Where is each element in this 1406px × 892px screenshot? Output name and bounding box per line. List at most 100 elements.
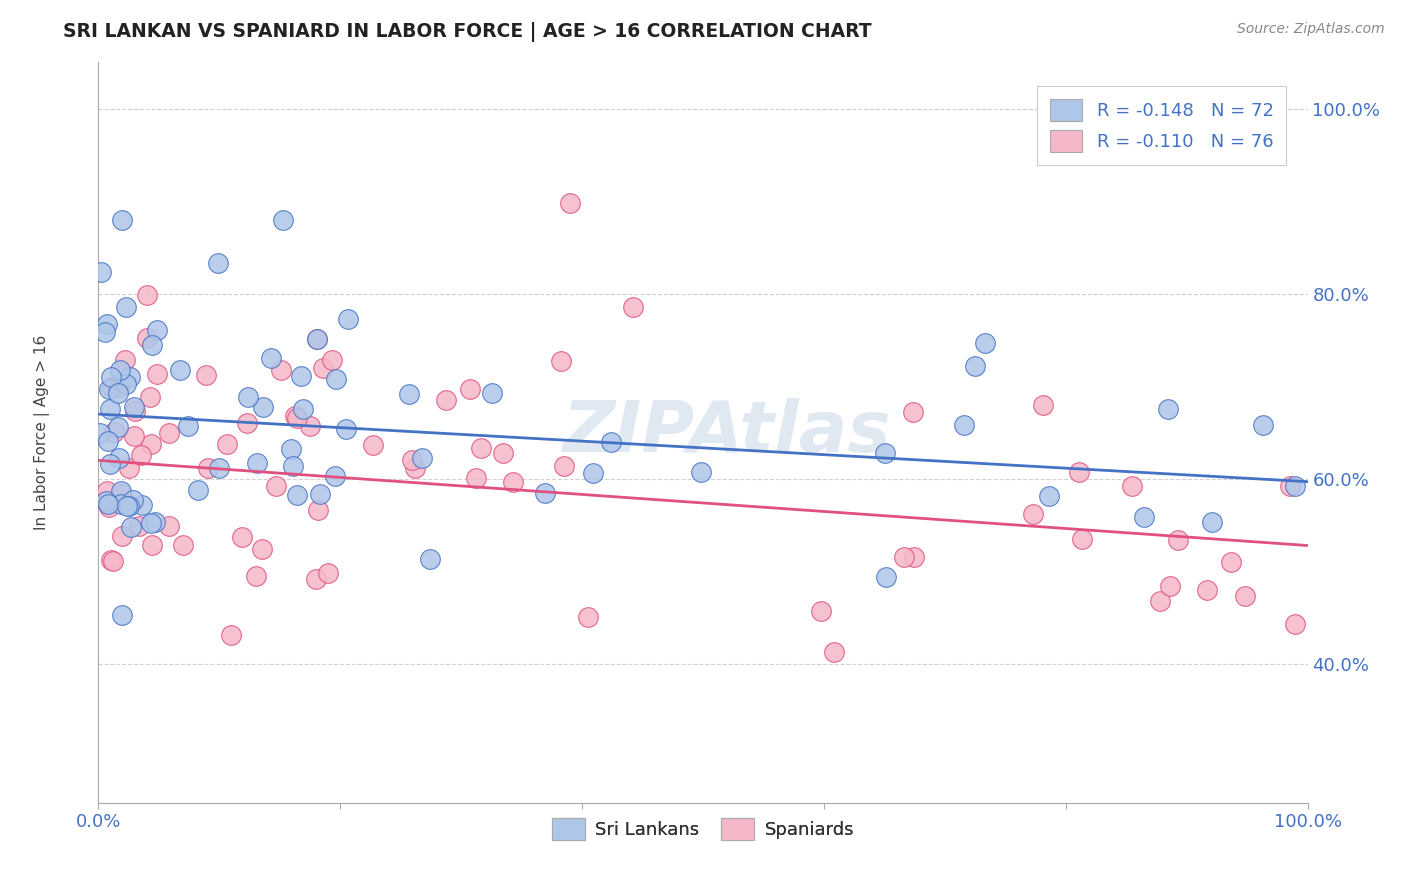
Point	[401, 452, 423, 467]
Point	[110, 484, 132, 499]
Point	[875, 570, 897, 584]
Point	[120, 370, 142, 384]
Point	[141, 437, 163, 451]
Point	[553, 459, 575, 474]
Point	[94, 494, 117, 508]
Point	[398, 386, 420, 401]
Point	[623, 300, 645, 314]
Point	[141, 538, 163, 552]
Point	[281, 458, 304, 473]
Point	[98, 401, 121, 416]
Point	[893, 549, 915, 564]
Point	[1069, 466, 1091, 480]
Point	[107, 420, 129, 434]
Point	[1149, 594, 1171, 608]
Point	[97, 500, 120, 514]
Point	[1197, 582, 1219, 597]
Point	[600, 435, 623, 450]
Point	[107, 493, 129, 508]
Point	[434, 392, 457, 407]
Point	[873, 446, 896, 460]
Point	[194, 368, 217, 383]
Point	[419, 551, 441, 566]
Point	[139, 516, 162, 531]
Text: ZIPAtlas: ZIPAtlas	[562, 398, 891, 467]
Point	[974, 335, 997, 350]
Point	[308, 487, 330, 501]
Point	[115, 376, 138, 391]
Point	[219, 628, 242, 642]
Point	[108, 380, 131, 394]
Point	[1159, 579, 1181, 593]
Point	[118, 500, 141, 514]
Point	[1284, 479, 1306, 493]
Point	[1121, 478, 1143, 492]
Point	[115, 300, 138, 314]
Point	[101, 380, 124, 394]
Point	[231, 530, 253, 544]
Point	[143, 516, 166, 530]
Point	[1032, 398, 1054, 412]
Point	[236, 416, 259, 430]
Point	[208, 461, 231, 475]
Point	[411, 451, 433, 466]
Point	[470, 441, 492, 455]
Point	[107, 386, 129, 401]
Point	[101, 554, 124, 568]
Point	[404, 461, 426, 475]
Point	[103, 425, 125, 439]
Point	[903, 549, 925, 564]
Point	[271, 212, 294, 227]
Point	[100, 553, 122, 567]
Point	[141, 338, 163, 352]
Point	[157, 426, 180, 441]
Point	[690, 465, 713, 479]
Point	[464, 471, 486, 485]
Point	[312, 361, 335, 376]
Point	[89, 425, 111, 440]
Point	[96, 317, 118, 331]
Point	[323, 469, 346, 483]
Point	[238, 390, 260, 404]
Point	[115, 499, 138, 513]
Point	[264, 478, 287, 492]
Point	[207, 256, 229, 270]
Point	[305, 332, 328, 346]
Point	[131, 498, 153, 512]
Point	[285, 411, 308, 425]
Point	[187, 483, 209, 497]
Point	[533, 485, 555, 500]
Point	[321, 352, 343, 367]
Point	[114, 353, 136, 368]
Point	[287, 488, 309, 502]
Point	[111, 607, 134, 622]
Point	[292, 402, 315, 417]
Point	[215, 437, 238, 451]
Point	[172, 538, 194, 552]
Point	[550, 354, 572, 368]
Point	[305, 332, 328, 346]
Point	[1251, 417, 1274, 432]
Y-axis label: In Labor Force | Age > 16: In Labor Force | Age > 16	[34, 335, 49, 530]
Point	[110, 363, 132, 377]
Point	[290, 369, 312, 384]
Point	[157, 518, 180, 533]
Point	[111, 529, 134, 543]
Point	[1167, 533, 1189, 548]
Point	[492, 446, 515, 460]
Point	[502, 475, 524, 489]
Point	[336, 312, 359, 326]
Point	[146, 368, 169, 382]
Point	[280, 442, 302, 456]
Point	[325, 372, 347, 386]
Point	[197, 461, 219, 475]
Point	[98, 382, 121, 396]
Point	[953, 417, 976, 432]
Point	[901, 405, 924, 419]
Point	[1071, 532, 1094, 546]
Point	[481, 385, 503, 400]
Legend: Sri Lankans, Spaniards: Sri Lankans, Spaniards	[543, 809, 863, 849]
Point	[93, 325, 115, 339]
Point	[110, 497, 132, 511]
Point	[131, 448, 153, 462]
